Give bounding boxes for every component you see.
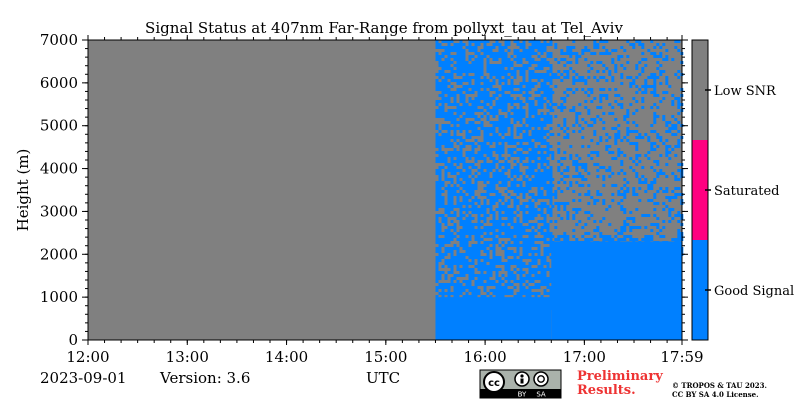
- colorbar-segment-low-snr: [692, 40, 708, 140]
- colorbar-label-low-snr: Low SNR: [714, 84, 777, 99]
- y-tick-label-2000: 2000: [40, 245, 78, 263]
- y-tick-label-6000: 6000: [40, 74, 78, 92]
- svg-text:SA: SA: [536, 391, 546, 399]
- good-signal-block: [551, 241, 682, 340]
- colorbar: Good Signal Saturated Low SNR: [691, 39, 794, 341]
- copyright-note: © TROPOS & TAU 2023. CC BY SA 4.0 Licens…: [672, 381, 767, 399]
- y-tick-label-4000: 4000: [40, 160, 78, 178]
- y-tick-label-1000: 1000: [40, 288, 78, 306]
- copyright-line-2: CC BY SA 4.0 License.: [672, 390, 759, 399]
- x-tick-label-1600: 16:00: [463, 348, 506, 366]
- colorbar-label-saturated: Saturated: [714, 184, 779, 199]
- heatmap-area: [88, 40, 684, 340]
- x-tick-label-1500: 15:00: [364, 348, 407, 366]
- colorbar-label-good-signal: Good Signal: [714, 284, 794, 299]
- footer-utc: UTC: [366, 369, 401, 387]
- cc-icon: [483, 371, 505, 393]
- svg-text:cc: cc: [488, 378, 500, 389]
- x-tick-label-1300: 13:00: [166, 348, 209, 366]
- preliminary-line-1: Preliminary: [577, 369, 663, 384]
- axes: 12:00 13:00 14:00 15:00 16:00 17:00 17:59 0 1000…: [40, 31, 704, 366]
- plot-frame: [87, 39, 683, 341]
- y-tick-label-3000: 3000: [40, 202, 78, 220]
- y-tick-label-0: 0: [68, 331, 78, 349]
- copyright-line-1: © TROPOS & TAU 2023.: [672, 381, 767, 390]
- y-tick-label-5000: 5000: [40, 117, 78, 135]
- preliminary-line-2: Results.: [577, 383, 636, 398]
- colorbar-segment-good-signal: [692, 240, 708, 340]
- chart-title: Signal Status at 407nm Far-Range from po…: [145, 19, 623, 37]
- mixed-signal-region-2: [435, 40, 553, 340]
- y-tick-label-7000: 7000: [40, 31, 78, 49]
- svg-text:BY: BY: [518, 391, 527, 399]
- sa-share-icon: [533, 371, 549, 387]
- footer-version: Version: 3.6: [160, 369, 251, 387]
- footer-date: 2023-09-01: [40, 369, 127, 387]
- good-signal-speckle: [435, 40, 553, 310]
- mixed-signal-region-3: [551, 40, 684, 340]
- x-tick-label-1700: 17:00: [563, 348, 606, 366]
- x-tick-label-1400: 14:00: [265, 348, 308, 366]
- preliminary-note: Preliminary Results.: [577, 370, 663, 398]
- good-signal-speckle: [551, 40, 684, 256]
- x-tick-label-1759: 17:59: [660, 348, 703, 366]
- y-axis-label: Height (m): [14, 149, 32, 232]
- colorbar-frame: [691, 39, 709, 341]
- cc-license-badge: cc BY SA: [479, 369, 562, 399]
- x-tick-label-1200: 12:00: [66, 348, 109, 366]
- colorbar-segment-saturated: [692, 140, 708, 240]
